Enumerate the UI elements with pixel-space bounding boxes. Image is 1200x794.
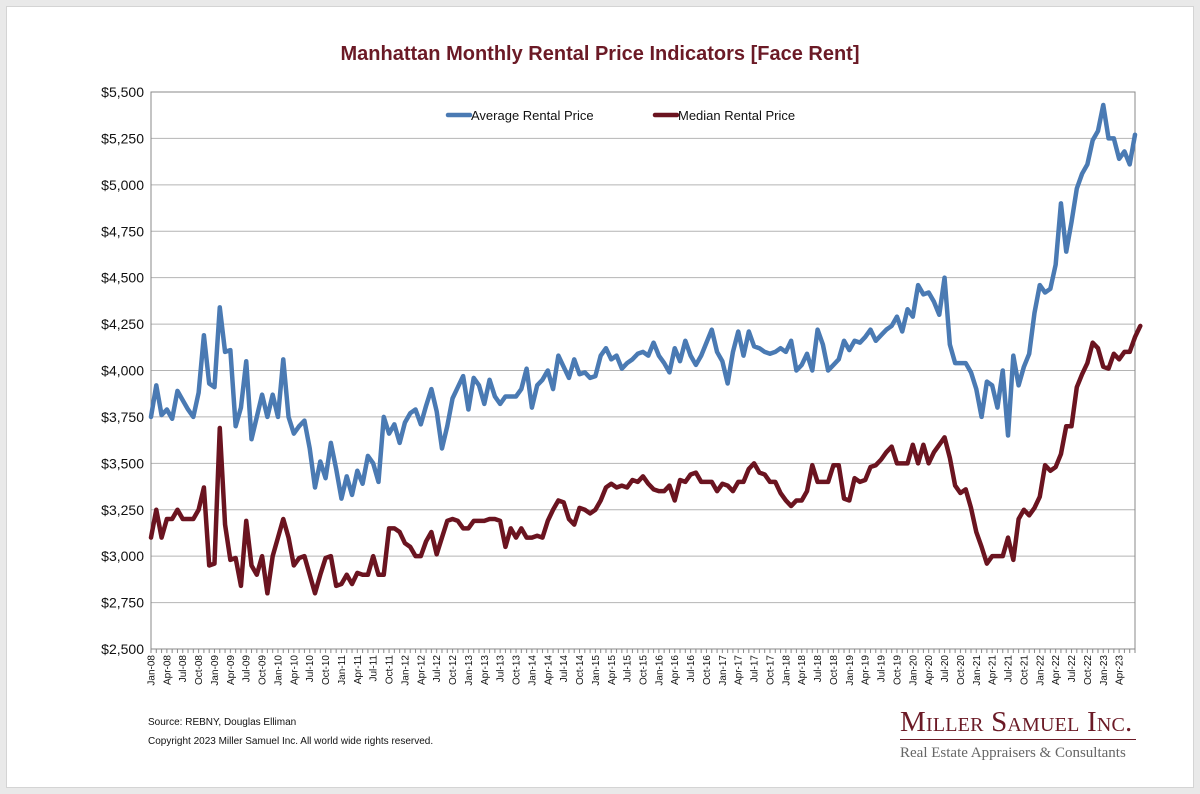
chart-title: Manhattan Monthly Rental Price Indicator… — [340, 43, 860, 65]
x-tick-label: Oct-20 — [956, 655, 967, 685]
x-tick-label: Jul-20 — [940, 655, 951, 683]
y-tick-label: $2,500 — [101, 641, 144, 657]
series-line-average-rental-price — [148, 102, 1138, 501]
x-tick-label: Jul-15 — [623, 655, 634, 683]
x-tick-label: Apr-12 — [416, 655, 427, 685]
x-tick-label: Apr-14 — [543, 655, 554, 685]
x-tick-label: Jan-17 — [718, 655, 729, 686]
x-tick-label: Oct-15 — [639, 655, 650, 685]
x-tick-label: Jan-15 — [591, 655, 602, 686]
x-tick-label: Jul-10 — [305, 655, 316, 683]
x-tick-label: Oct-10 — [321, 655, 332, 685]
x-tick-label: Oct-22 — [1083, 655, 1094, 685]
x-tick-label: Oct-13 — [512, 655, 523, 685]
x-tick-label: Jan-09 — [210, 655, 221, 686]
y-tick-label: $4,250 — [101, 316, 144, 332]
company-logo: Miller Samuel Inc. Real Estate Appraiser… — [900, 707, 1150, 762]
x-tick-label: Oct-16 — [702, 655, 713, 685]
x-tick-label: Apr-19 — [861, 655, 872, 685]
series-line-median-rental-price — [148, 323, 1143, 596]
line-chart: $2,500 $2,750 $3,000 $3,250 $3,500 $3,750 $4,0… — [101, 84, 1143, 686]
series-lines — [148, 102, 1143, 596]
x-tick-label: Jul-17 — [750, 655, 761, 683]
copyright-note: Copyright 2023 Miller Samuel Inc. All wo… — [148, 736, 434, 747]
legend: Average Rental Price Median Rental Price — [445, 108, 795, 123]
x-tick-label: Jan-16 — [654, 655, 665, 686]
x-tick-label: Jul-11 — [369, 655, 380, 682]
x-tick-label: Jul-09 — [242, 655, 253, 683]
x-tick-label: Jan-08 — [147, 655, 158, 686]
source-note: Source: REBNY, Douglas Elliman — [148, 717, 297, 728]
x-tick-label: Jan-11 — [337, 655, 348, 685]
x-tick-label: Oct-19 — [892, 655, 903, 685]
x-tick-label: Apr-21 — [988, 655, 999, 685]
x-tick-label: Apr-16 — [670, 655, 681, 685]
x-tick-label: Apr-13 — [480, 655, 491, 685]
chart-frame: Manhattan Monthly Rental Price Indicator… — [6, 6, 1194, 788]
y-tick-label: $3,500 — [101, 455, 144, 471]
x-tick-label: Apr-08 — [162, 655, 173, 685]
x-tick-label: Apr-23 — [1115, 655, 1126, 685]
x-tick-label: Oct-09 — [258, 655, 269, 685]
x-tick-label: Jul-13 — [496, 655, 507, 683]
logo-rule — [900, 739, 1136, 740]
x-tick-label: Apr-15 — [607, 655, 618, 685]
x-tick-label: Jan-21 — [972, 655, 983, 686]
logo-name: Miller Samuel Inc. — [900, 706, 1133, 738]
x-tick-label: Jan-13 — [464, 655, 475, 686]
x-tick-label: Oct-14 — [575, 655, 586, 685]
y-tick-label: $4,750 — [101, 223, 144, 239]
y-tick-label: $5,000 — [101, 177, 144, 193]
y-tick-label: $5,250 — [101, 130, 144, 146]
legend-label: Median Rental Price — [678, 108, 795, 123]
logo-tagline: Real Estate Appraisers & Consultants — [900, 745, 1126, 761]
x-tick-label: Jul-14 — [559, 655, 570, 683]
x-tick-label: Jan-12 — [400, 655, 411, 686]
x-tick-label: Apr-22 — [1051, 655, 1062, 685]
x-tick-label: Jul-12 — [432, 655, 443, 683]
y-tick-label: $4,000 — [101, 363, 144, 379]
x-tick-label: Apr-17 — [734, 655, 745, 685]
x-tick-label: Jan-19 — [845, 655, 856, 686]
x-tick-label: Oct-18 — [829, 655, 840, 685]
y-tick-label: $3,000 — [101, 548, 144, 564]
x-tick-label: Oct-11 — [385, 655, 396, 685]
y-tick-label: $3,750 — [101, 409, 144, 425]
x-tick-label: Oct-17 — [765, 655, 776, 685]
x-tick-label: Apr-18 — [797, 655, 808, 685]
x-tick-label: Jul-18 — [813, 655, 824, 683]
y-tick-label: $5,500 — [101, 84, 144, 100]
x-tick-label: Apr-20 — [924, 655, 935, 685]
y-tick-label: $2,750 — [101, 595, 144, 611]
x-tick-label: Oct-08 — [194, 655, 205, 685]
y-tick-label: $4,500 — [101, 270, 144, 286]
x-tick-label: Apr-10 — [289, 655, 300, 685]
x-tick-label: Jan-14 — [527, 655, 538, 686]
x-tick-label: Jul-16 — [686, 655, 697, 683]
x-tick-label: Jan-18 — [781, 655, 792, 686]
x-tick-label: Oct-21 — [1019, 655, 1030, 685]
x-tick-label: Jan-10 — [273, 655, 284, 686]
axes: $2,500 $2,750 $3,000 $3,250 $3,500 $3,750 $4,0… — [101, 84, 1136, 686]
x-tick-label: Jul-08 — [178, 655, 189, 683]
x-tick-label: Jan-23 — [1099, 655, 1110, 686]
x-tick-label: Jul-19 — [877, 655, 888, 683]
legend-label: Average Rental Price — [471, 108, 594, 123]
x-tick-label: Jan-22 — [1035, 655, 1046, 686]
x-tick-label: Jul-21 — [1004, 655, 1015, 683]
x-tick-label: Oct-12 — [448, 655, 459, 685]
x-tick-label: Jan-20 — [908, 655, 919, 686]
x-tick-label: Apr-11 — [353, 655, 364, 685]
x-tick-label: Jul-22 — [1067, 655, 1078, 683]
x-tick-label: Apr-09 — [226, 655, 237, 685]
y-tick-label: $3,250 — [101, 502, 144, 518]
